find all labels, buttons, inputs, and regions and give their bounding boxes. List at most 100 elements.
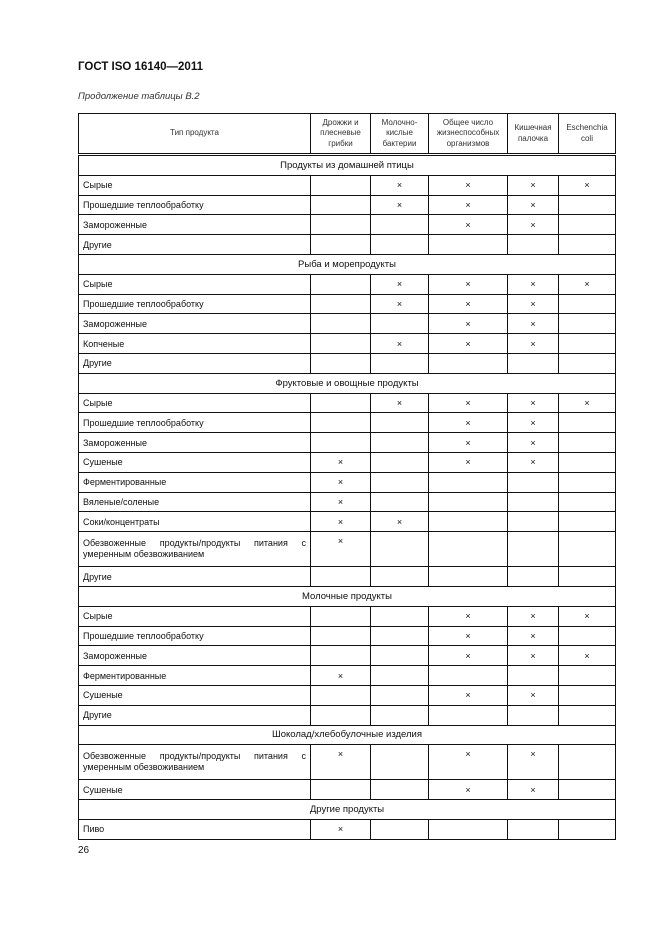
column-header: Дрожжи и плесневые грибки <box>310 113 371 155</box>
product-type-cell: Другие <box>78 234 311 255</box>
section-title: Фруктовые и овощные продукты <box>78 372 616 394</box>
mark-cell: × <box>507 451 559 473</box>
table-row: Другие <box>78 704 616 726</box>
table-caption: Продолжение таблицы В.2 <box>78 91 200 102</box>
mark-cell <box>310 779 371 801</box>
table-row: Прошедшие теплообработку × × × <box>78 293 616 315</box>
mark-cell <box>558 352 616 374</box>
mark-cell <box>310 234 371 255</box>
table-row: Другие <box>78 566 616 587</box>
table-row: Другие <box>78 352 616 374</box>
mark-cell: × <box>428 392 508 414</box>
table-row: Ферментированные × <box>78 471 616 493</box>
mark-cell <box>558 194 616 216</box>
mark-cell <box>370 491 429 513</box>
mark-cell <box>370 313 429 335</box>
mark-cell <box>507 531 559 568</box>
mark-cell: × <box>428 605 508 627</box>
mark-cell <box>428 566 508 587</box>
mark-cell: × <box>310 471 371 493</box>
column-header: Кишечная палочка <box>507 113 559 155</box>
product-type-cell: Обезвоженные продукты/продукты питания с… <box>78 744 311 781</box>
mark-cell <box>370 432 429 453</box>
table-row: Прошедшие теплообработку × × × <box>78 194 616 216</box>
mark-cell: × <box>507 333 559 354</box>
product-type-cell: Замороженные <box>78 432 311 453</box>
mark-cell: × <box>310 511 371 533</box>
mark-cell: × <box>310 451 371 473</box>
mark-cell <box>310 432 371 453</box>
product-type-cell: Прошедшие теплообработку <box>78 625 311 647</box>
mark-cell <box>310 293 371 315</box>
document-title: ГОСТ ISO 16140—2011 <box>78 61 203 73</box>
section-row: Фруктовые и овощные продукты <box>78 372 616 394</box>
mark-cell <box>558 451 616 473</box>
mark-cell: × <box>507 194 559 216</box>
table-row: Сушеные × × × <box>78 451 616 473</box>
mark-cell <box>558 625 616 647</box>
mark-cell: × <box>507 174 559 196</box>
mark-cell <box>310 392 371 414</box>
product-type-cell: Соки/концентраты <box>78 511 311 533</box>
mark-cell <box>558 293 616 315</box>
mark-cell <box>310 194 371 216</box>
mark-cell: × <box>507 684 559 706</box>
section-row: Рыба и морепродукты <box>78 253 616 275</box>
product-type-cell: Сушеные <box>78 684 311 706</box>
mark-cell: × <box>370 174 429 196</box>
mark-cell <box>310 214 371 236</box>
mark-cell <box>428 818 508 840</box>
mark-cell <box>507 818 559 840</box>
mark-cell <box>370 645 429 667</box>
mark-cell <box>558 471 616 493</box>
mark-cell <box>507 511 559 533</box>
mark-cell <box>558 214 616 236</box>
mark-cell <box>507 665 559 686</box>
product-type-cell: Ферментированные <box>78 665 311 686</box>
mark-cell <box>507 352 559 374</box>
mark-cell: × <box>428 333 508 354</box>
mark-cell <box>428 531 508 568</box>
mark-cell: × <box>428 779 508 801</box>
mark-cell <box>428 491 508 513</box>
mark-cell <box>370 665 429 686</box>
table-row: Замороженные × × <box>78 214 616 236</box>
table-header-row: Тип продукта Дрожжи и плесневые грибки М… <box>78 113 616 155</box>
mark-cell <box>370 704 429 726</box>
table-row: Прошедшие теплообработку × × <box>78 412 616 434</box>
mark-cell: × <box>558 273 616 295</box>
column-header: Eschenchia coli <box>558 113 616 155</box>
product-type-cell: Вяленые/соленые <box>78 491 311 513</box>
mark-cell: × <box>428 214 508 236</box>
product-type-cell: Прошедшие теплообработку <box>78 412 311 434</box>
mark-cell <box>428 471 508 493</box>
mark-cell <box>558 491 616 513</box>
mark-cell <box>507 471 559 493</box>
mark-cell: × <box>558 605 616 627</box>
mark-cell <box>370 214 429 236</box>
mark-cell <box>507 566 559 587</box>
table-row: Сырые × × × × <box>78 392 616 414</box>
mark-cell: × <box>310 744 371 781</box>
product-table: Тип продукта Дрожжи и плесневые грибки М… <box>78 113 616 840</box>
mark-cell <box>310 313 371 335</box>
page-number: 26 <box>78 845 90 856</box>
table-row: Сушеные × × <box>78 684 616 706</box>
product-type-cell: Сырые <box>78 392 311 414</box>
table-row: Соки/концентраты × × <box>78 511 616 533</box>
product-type-cell: Сырые <box>78 273 311 295</box>
product-type-cell: Другие <box>78 352 311 374</box>
mark-cell <box>370 352 429 374</box>
section-title: Рыба и морепродукты <box>78 253 616 275</box>
table-row: Ферментированные × <box>78 665 616 686</box>
column-header: Тип продукта <box>78 113 311 155</box>
mark-cell: × <box>370 333 429 354</box>
mark-cell <box>370 779 429 801</box>
mark-cell <box>310 704 371 726</box>
mark-cell <box>558 818 616 840</box>
mark-cell: × <box>428 174 508 196</box>
product-type-cell: Другие <box>78 704 311 726</box>
product-type-cell: Сушеные <box>78 451 311 473</box>
mark-cell <box>370 744 429 781</box>
mark-cell: × <box>507 625 559 647</box>
